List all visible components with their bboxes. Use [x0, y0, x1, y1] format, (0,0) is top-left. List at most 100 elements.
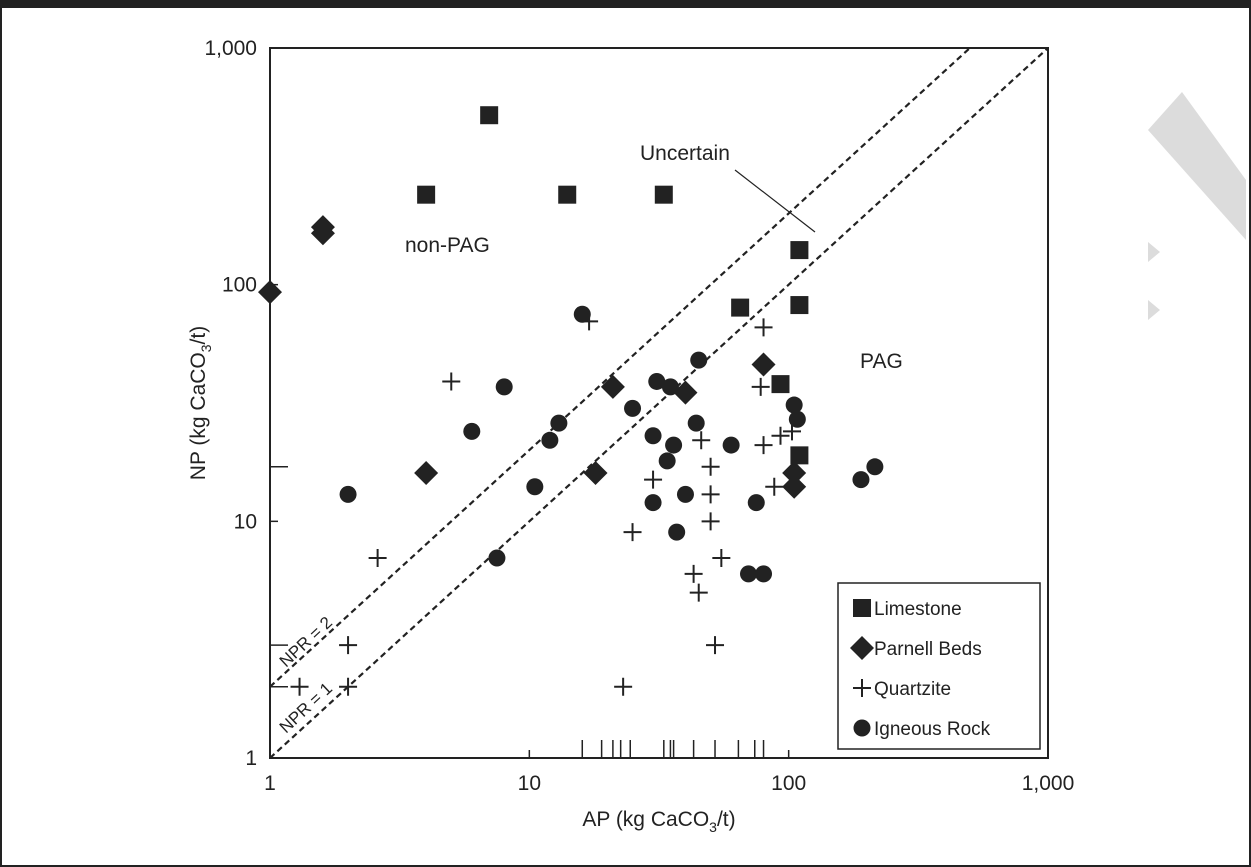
limestone-point [790, 241, 809, 260]
parnell-beds-point [583, 461, 608, 486]
parnell-beds-point [310, 221, 335, 246]
x-tick-label: 1,000 [1022, 772, 1075, 795]
igneous-rock-point [668, 523, 686, 541]
quartzite-point [684, 564, 703, 583]
y-tick-label: 1,000 [204, 37, 257, 60]
igneous-rock-point [463, 422, 481, 440]
annotation-uncertain: Uncertain [640, 142, 730, 165]
igneous-rock-point [785, 396, 803, 414]
x-tick-label: 100 [771, 772, 806, 795]
limestone-point [790, 296, 809, 315]
igneous-rock-point [658, 452, 676, 470]
npr2-label: NPR = 2 [276, 613, 336, 671]
npr-line-1 [269, 47, 1049, 759]
watermark-bar [1148, 92, 1246, 240]
quartzite-point [442, 372, 461, 391]
igneous-rock-point [648, 372, 666, 390]
limestone-point [731, 298, 750, 317]
quartzite-point [701, 512, 720, 531]
legend-label-igneous-rock: Igneous Rock [874, 719, 991, 740]
plot-area [269, 47, 1049, 759]
quartzite-point [368, 548, 387, 567]
parnell-beds-point [673, 380, 698, 405]
igneous-rock-point [722, 436, 740, 454]
legend: Limestone Parnell Beds Quartzite Igneous Ro… [837, 582, 1041, 750]
y-axis-title: NP (kg CaCO3/t) [187, 326, 214, 480]
legend-label-limestone: Limestone [874, 599, 962, 620]
rug-layer [270, 466, 765, 758]
igneous-rock-point [739, 565, 757, 583]
igneous-rock-point [852, 471, 870, 489]
quartzite-point [339, 677, 358, 696]
quartzite-point [754, 436, 773, 455]
quartzite-point [771, 426, 790, 445]
quartzite-point [689, 583, 708, 602]
parnell-beds-point [782, 461, 807, 486]
legend-marker-parnell-beds [850, 636, 874, 660]
igneous-rock-point [541, 431, 559, 449]
y-tick-label: 1 [245, 747, 257, 770]
igneous-rock-point [644, 427, 662, 445]
y-tick-label: 10 [234, 510, 257, 533]
igneous-rock-point [690, 351, 708, 369]
igneous-rock-point [644, 494, 662, 512]
legend-marker-igneous-rock [853, 719, 871, 737]
legend-marker-quartzite [853, 679, 871, 697]
parnell-beds-point [751, 352, 776, 377]
npr-line-2 [269, 47, 971, 688]
limestone-point [417, 185, 436, 204]
watermark-triangle-upper [1148, 242, 1160, 262]
x-tick-label: 1 [264, 772, 276, 795]
points-layer [258, 106, 884, 696]
igneous-rock-point [687, 414, 705, 432]
quartzite-point [701, 485, 720, 504]
igneous-rock-point [573, 305, 591, 323]
quartzite-point [339, 636, 358, 655]
legend-box [837, 582, 1041, 750]
igneous-rock-point [339, 485, 357, 503]
plot-border [269, 47, 1049, 759]
watermark-triangle-lower [1148, 300, 1160, 320]
parnell-beds-point [258, 280, 282, 305]
legend-marker-limestone [853, 599, 871, 617]
parnell-beds-point [600, 374, 625, 399]
quartzite-point [754, 318, 773, 337]
quartzite-point [290, 677, 309, 696]
legend-label-quartzite: Quartzite [874, 679, 951, 700]
quartzite-point [644, 470, 663, 489]
x-axis-title: AP (kg CaCO3/t) [582, 808, 735, 835]
igneous-rock-point [550, 414, 568, 432]
quartzite-point [712, 548, 731, 567]
quartzite-point [614, 677, 633, 696]
igneous-rock-point [488, 549, 506, 567]
igneous-rock-point [866, 458, 884, 476]
annotation-non-pag: non-PAG [405, 234, 490, 257]
limestone-point [771, 375, 790, 394]
igneous-rock-point [495, 378, 513, 396]
limestone-point [654, 185, 673, 204]
parnell-beds-point [782, 474, 807, 499]
igneous-rock-point [747, 494, 765, 512]
quartzite-point [765, 477, 784, 496]
ratio-lines-layer [269, 47, 1049, 759]
quartzite-point [706, 636, 725, 655]
y-tick-label: 100 [222, 274, 257, 297]
igneous-rock-point [676, 485, 694, 503]
quartzite-point [701, 457, 720, 476]
legend-label-parnell-beds: Parnell Beds [874, 639, 982, 660]
limestone-point [558, 185, 577, 204]
parnell-beds-point [414, 461, 439, 486]
quartzite-point [751, 377, 770, 396]
igneous-rock-point [755, 565, 773, 583]
limestone-point [790, 446, 809, 465]
annotation-pag: PAG [860, 350, 903, 373]
limestone-point [480, 106, 499, 125]
igneous-rock-point [788, 410, 806, 428]
uncertain-leader-line [734, 169, 816, 233]
igneous-rock-point [661, 378, 679, 396]
watermark-shapes [1148, 92, 1246, 320]
igneous-rock-point [624, 399, 642, 417]
igneous-rock-point [665, 436, 683, 454]
